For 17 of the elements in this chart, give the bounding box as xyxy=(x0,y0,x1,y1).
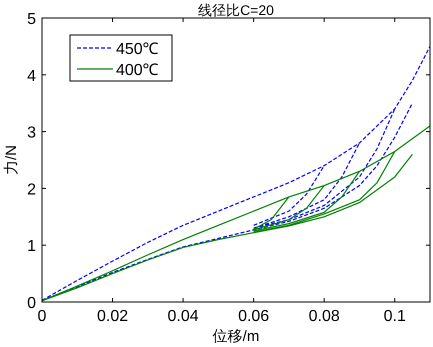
y-tick-label: 2 xyxy=(27,181,36,198)
y-axis-title: 力/N xyxy=(3,145,20,175)
y-tick-label: 5 xyxy=(27,11,36,28)
x-tick-label: 0.1 xyxy=(384,308,406,325)
y-tick-label: 1 xyxy=(27,238,36,256)
y-tick-label: 0 xyxy=(27,295,36,312)
x-tick-label: 0.02 xyxy=(96,308,128,325)
chart-title: 线径比C=20 xyxy=(198,2,274,18)
x-axis-title: 位移/m xyxy=(212,328,260,345)
x-tick-label: 0.04 xyxy=(168,308,199,325)
x-tick-label: 0.06 xyxy=(238,308,270,325)
y-tick-label: 3 xyxy=(27,124,36,142)
legend-label: 450℃ xyxy=(116,41,159,58)
x-tick-label: 0.08 xyxy=(308,308,340,325)
x-tick-label: 0 xyxy=(38,308,47,325)
y-tick-label: 4 xyxy=(27,68,36,85)
legend-label: 400℃ xyxy=(116,62,159,79)
